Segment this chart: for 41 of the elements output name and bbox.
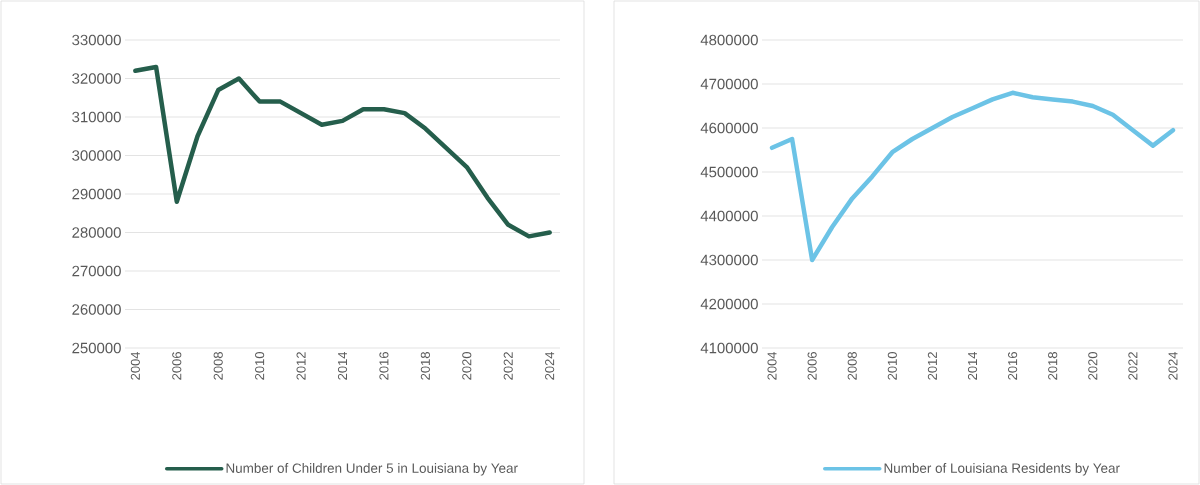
y-tick-label: 270000 xyxy=(72,265,121,277)
x-tick-label: 2004 xyxy=(767,351,777,380)
x-tick-label: 2006 xyxy=(807,352,817,380)
x-tick-label: 2024 xyxy=(1168,351,1178,380)
x-tick-label: 2008 xyxy=(213,352,223,380)
x-tick-label: 2018 xyxy=(1048,352,1058,380)
y-tick-label: 250000 xyxy=(72,342,121,354)
y-tick-label: 4500000 xyxy=(700,166,758,178)
y-tick-label: 4600000 xyxy=(700,122,758,134)
x-tick-label: 2014 xyxy=(967,351,978,380)
y-tick-label: 4700000 xyxy=(700,78,758,90)
legend-label: Number of Children Under 5 in Louisiana by Year xyxy=(226,463,518,476)
y-tick-label: 260000 xyxy=(72,304,121,315)
legend-label: Number of Louisiana Residents by Year xyxy=(884,463,1120,476)
x-tick-label: 2020 xyxy=(462,352,472,380)
x-tick-label: 2004 xyxy=(130,351,140,380)
y-tick-label: 310000 xyxy=(72,111,121,123)
x-tick-label: 2008 xyxy=(847,352,857,380)
x-tick-label: 2010 xyxy=(887,352,897,380)
x-tick-label: 2022 xyxy=(1128,352,1138,380)
y-tick-label: 4100000 xyxy=(700,342,758,354)
x-tick-label: 2024 xyxy=(545,351,555,380)
y-tick-label: 4300000 xyxy=(700,254,758,266)
x-tick-label: 2012 xyxy=(296,352,306,380)
x-tick-label: 2006 xyxy=(172,352,182,380)
y-tick-label: 330000 xyxy=(72,34,121,46)
y-tick-label: 4400000 xyxy=(700,210,758,222)
x-tick-label: 2010 xyxy=(255,352,265,380)
y-tick-label: 320000 xyxy=(72,73,121,84)
y-tick-label: 4200000 xyxy=(700,298,758,310)
x-tick-label: 2012 xyxy=(927,352,937,380)
y-tick-label: 300000 xyxy=(72,150,121,161)
y-tick-label: 4800000 xyxy=(700,34,758,46)
x-tick-label: 2020 xyxy=(1088,352,1098,380)
y-tick-label: 280000 xyxy=(72,227,121,238)
x-tick-label: 2016 xyxy=(379,352,389,380)
x-tick-label: 2014 xyxy=(337,351,348,380)
x-tick-label: 2016 xyxy=(1008,352,1018,380)
y-tick-label: 290000 xyxy=(72,188,121,200)
x-tick-label: 2022 xyxy=(503,352,513,380)
x-tick-label: 2018 xyxy=(420,352,430,380)
